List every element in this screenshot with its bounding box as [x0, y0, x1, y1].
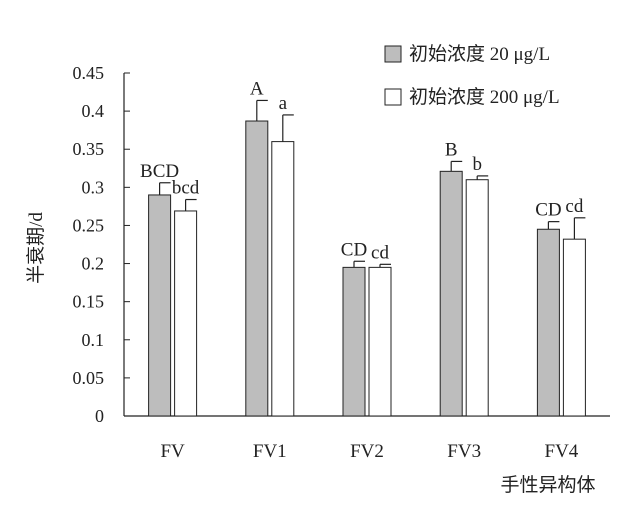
y-tick-label: 0.15 — [73, 292, 105, 312]
legend-swatch-series-1 — [384, 45, 402, 63]
y-tick-label: 0.1 — [82, 330, 105, 350]
x-tick-label: FV1 — [253, 441, 287, 462]
x-tick-label: FV2 — [350, 441, 384, 462]
significance-label-series-2: a — [279, 93, 288, 114]
y-tick-label: 0.05 — [73, 368, 105, 388]
x-ticks: FV FV1 FV2 FV3 FV4 — [160, 441, 578, 462]
y-tick-label: 0 — [95, 406, 104, 426]
y-axis-label: 半衰期/d — [25, 212, 47, 284]
legend: 初始浓度 20 μg/L 初始浓度 200 μg/L — [384, 43, 560, 108]
y-tick-label: 0.2 — [82, 254, 105, 274]
legend-swatch-series-2 — [384, 88, 402, 106]
y-tick-label: 0.45 — [73, 63, 105, 83]
bar-series-2 — [174, 210, 198, 417]
significance-label-series-2: cd — [565, 196, 583, 217]
y-tick-label: 0.25 — [73, 215, 105, 235]
bar-series-2 — [368, 266, 392, 417]
legend-label-series-2: 初始浓度 200 μg/L — [409, 86, 560, 108]
error-bars — [159, 99, 586, 268]
y-tick-label: 0.4 — [82, 101, 105, 121]
significance-label-series-2: b — [472, 154, 482, 175]
bar-series-1 — [245, 120, 269, 417]
x-tick-label: FV3 — [447, 441, 481, 462]
bar-series-2 — [271, 141, 295, 417]
bar-series-2 — [562, 238, 586, 417]
y-tick-label: 0.35 — [73, 139, 105, 159]
significance-label-series-1: A — [250, 78, 264, 99]
significance-label-series-2: bcd — [172, 178, 200, 199]
legend-label-series-1: 初始浓度 20 μg/L — [409, 43, 550, 65]
x-tick-label: FV — [160, 441, 185, 462]
y-ticks: 0 0.05 0.1 0.15 0.2 0.25 0.3 0.35 0.4 0.45 — [73, 63, 130, 426]
x-axis-label: 手性异构体 — [500, 474, 595, 496]
axes — [123, 73, 610, 417]
bars — [148, 120, 586, 417]
bar-series-1 — [148, 194, 172, 417]
y-tick-label: 0.3 — [82, 177, 105, 197]
significance-label-series-1: CD — [341, 239, 367, 260]
significance-label-series-2: cd — [371, 242, 389, 263]
bar-series-1 — [439, 170, 463, 417]
bar-series-1 — [342, 266, 366, 417]
significance-label-series-1: BCD — [140, 161, 179, 182]
significance-label-series-1: B — [445, 139, 458, 160]
x-tick-label: FV4 — [545, 441, 579, 462]
bar-series-1 — [536, 228, 560, 417]
bar-series-2 — [465, 179, 489, 417]
significance-label-series-1: CD — [535, 200, 561, 221]
